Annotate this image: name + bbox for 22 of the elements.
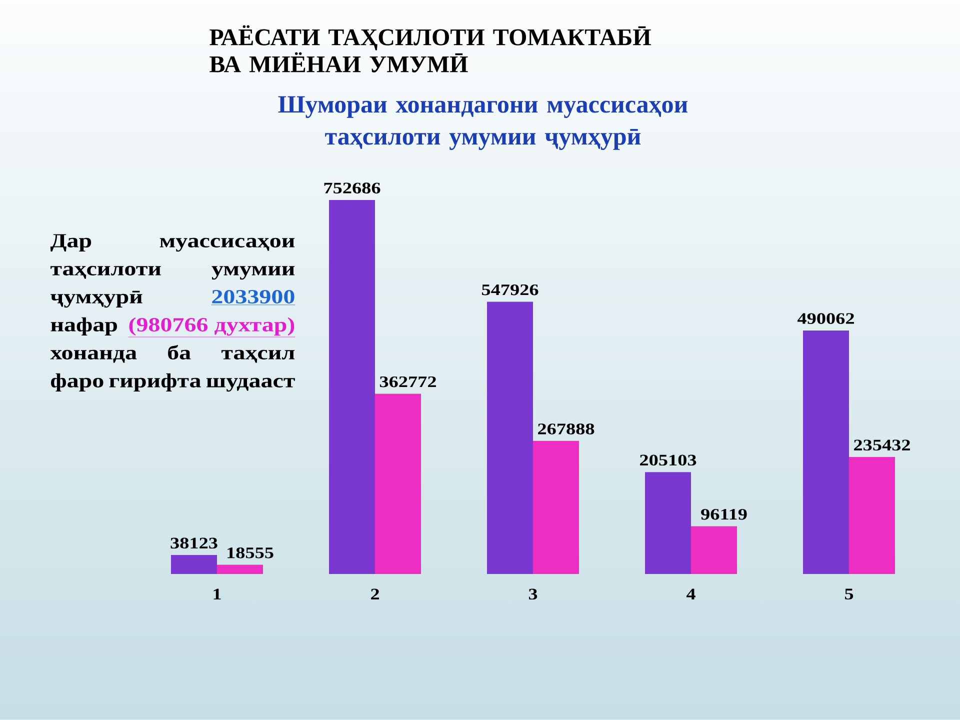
text: РАЁСАТИ ТАҲСИЛОТИ ТОМАКТАБӢ ВА МИЁНАИ УМУМӢ [210, 25, 651, 72]
data-label: 235432 [854, 440, 910, 450]
data-label: 18555 [228, 547, 274, 558]
data-label: 38123 [170, 538, 218, 549]
data-label: 490062 [797, 313, 854, 324]
data-label: 267888 [538, 424, 594, 434]
data-label: 547926 [482, 284, 538, 296]
data-label: 205103 [640, 454, 696, 466]
data-label: 362772 [380, 376, 436, 388]
x-tick-label: 5 [844, 588, 854, 600]
chart-title: Шумораи хонандагони муассисаҳои таҳсилоти умумии ҷумҳурӣ [278, 96, 688, 150]
x-tick-label: 3 [528, 588, 538, 600]
data-label: 96119 [701, 508, 747, 520]
x-tick-label: 1 [214, 588, 221, 600]
text: нафар [50, 317, 118, 336]
x-tick-label: 4 [686, 588, 696, 600]
annotation: хонанда ба таҳсил фаро гирифта шудааст [50, 344, 295, 392]
x-tick-label: 2 [371, 588, 379, 600]
annotation: (980766 духтар) [129, 317, 294, 336]
annotation: ҷумҳурӣ [50, 290, 142, 308]
data-label: 752686 [324, 182, 380, 194]
annotation: 2033900 [212, 290, 294, 304]
